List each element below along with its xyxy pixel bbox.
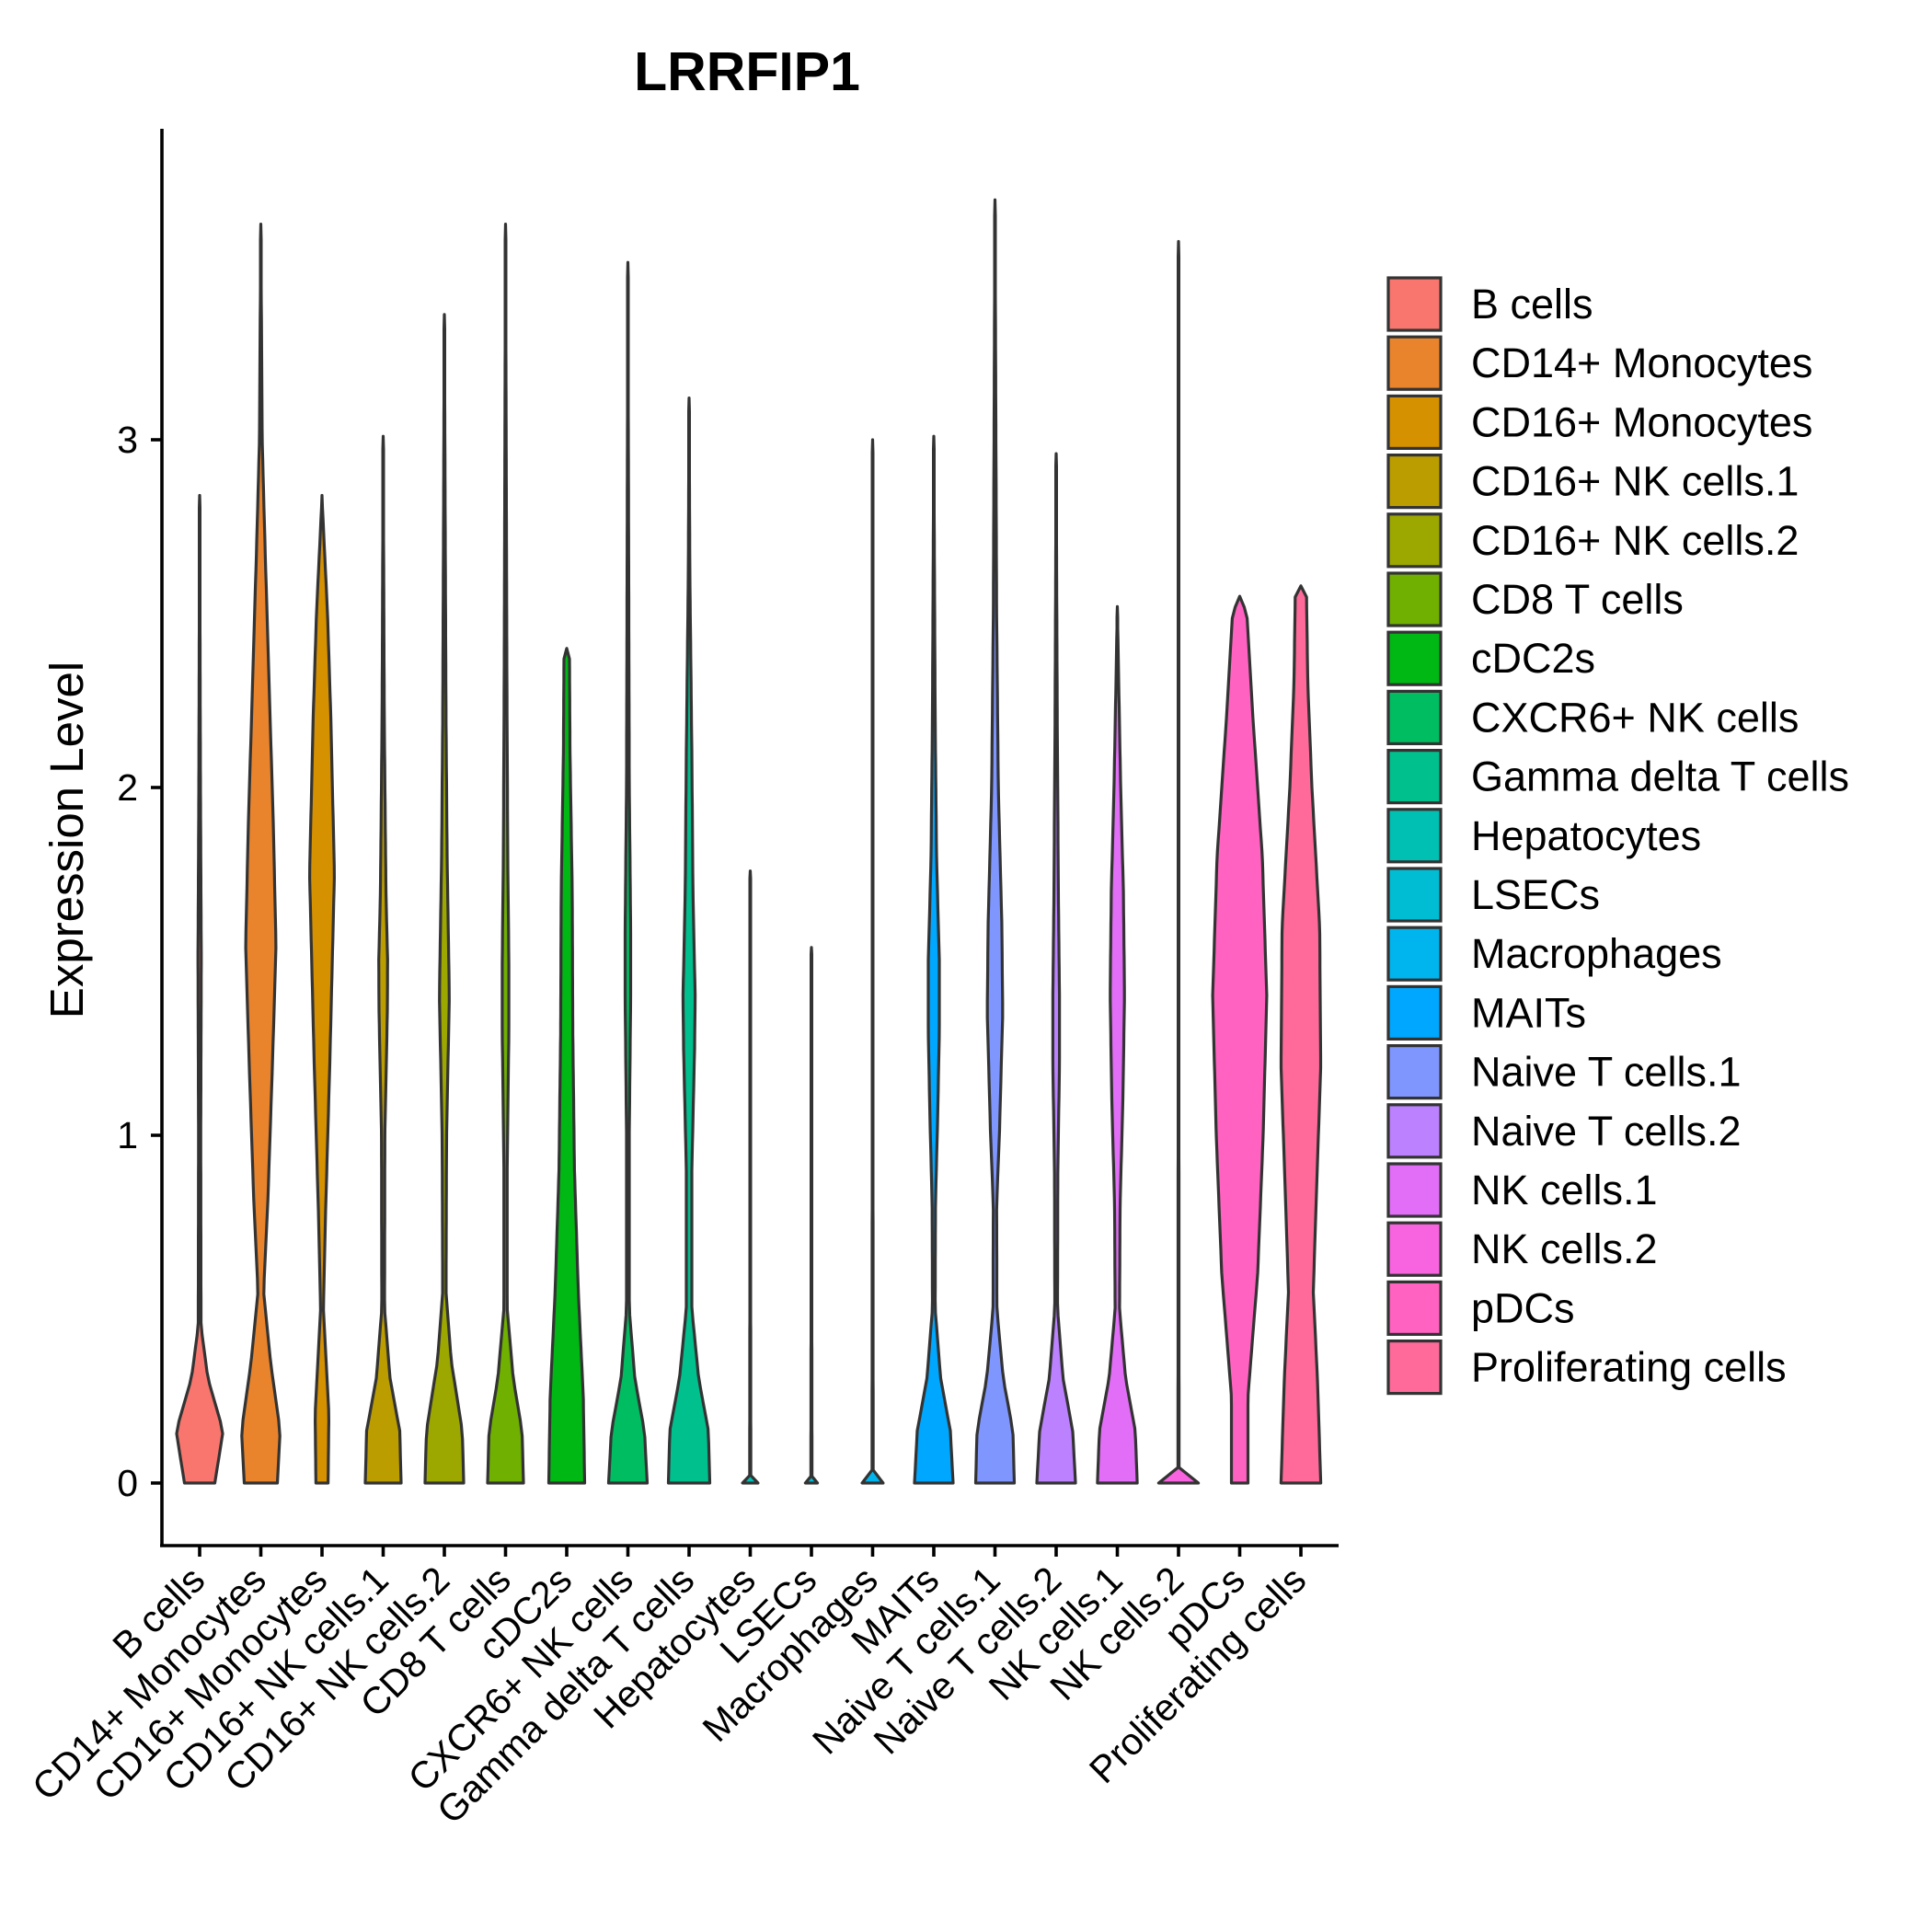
legend-label-18: Proliferating cells [1471, 1344, 1787, 1391]
violin-6 [546, 647, 587, 1485]
legend-label-15: NK cells.1 [1471, 1167, 1658, 1213]
legend-key-5 [1386, 571, 1443, 627]
violin-4 [423, 313, 466, 1485]
violin-18 [1279, 584, 1323, 1485]
violin-17 [1211, 594, 1269, 1485]
y-tick-label-2: 2 [117, 766, 138, 809]
legend-key-16 [1386, 1221, 1443, 1277]
legend-label-5: CD8 T cells [1471, 576, 1684, 623]
y-axis-label: Expression Level [40, 661, 93, 1018]
legend-label-16: NK cells.2 [1471, 1225, 1658, 1272]
legend-label-10: LSECs [1471, 871, 1600, 918]
legend-label-8: Gamma delta T cells [1471, 753, 1849, 800]
violin-0 [175, 493, 224, 1485]
violin-16 [1156, 239, 1201, 1485]
legend-label-17: pDCs [1471, 1284, 1575, 1331]
violin-12 [913, 434, 955, 1485]
violin-5 [486, 223, 525, 1485]
violin-3 [363, 434, 403, 1485]
legend-key-18 [1386, 1339, 1443, 1396]
y-tick-label-1: 1 [117, 1114, 138, 1156]
violin-15 [1096, 604, 1139, 1485]
legend-label-11: Macrophages [1471, 930, 1722, 977]
violin-8 [666, 397, 712, 1485]
violin-13 [973, 198, 1017, 1485]
violin-7 [606, 260, 650, 1485]
legend-key-2 [1386, 394, 1443, 450]
legend-key-14 [1386, 1103, 1443, 1159]
legend-label-13: Naive T cells.1 [1471, 1049, 1741, 1096]
legend-label-3: CD16+ NK cells.1 [1471, 458, 1799, 505]
y-ticks-group: 0 1 2 3 [117, 419, 162, 1504]
legend-key-4 [1386, 512, 1443, 569]
legend-label-1: CD14+ Monocytes [1471, 339, 1812, 386]
legend-key-12 [1386, 984, 1443, 1041]
legend-key-0 [1386, 276, 1443, 332]
legend-key-8 [1386, 748, 1443, 805]
legend-key-1 [1386, 335, 1443, 391]
legend-key-11 [1386, 926, 1443, 982]
legend-label-2: CD16+ Monocytes [1471, 398, 1812, 445]
violins-group [175, 198, 1323, 1485]
legend-key-10 [1386, 867, 1443, 923]
legend-label-4: CD16+ NK cells.2 [1471, 517, 1799, 564]
violin-1 [240, 223, 282, 1485]
legend-label-9: Hepatocytes [1471, 812, 1701, 859]
y-tick-label-3: 3 [117, 419, 138, 461]
legend-label-6: cDC2s [1471, 635, 1595, 682]
legend-key-17 [1386, 1280, 1443, 1337]
legend-label-0: B cells [1471, 281, 1593, 328]
legend: B cells CD14+ Monocytes CD16+ Monocytes CD1… [1386, 276, 1849, 1396]
violin-10 [803, 946, 820, 1485]
violin-2 [308, 493, 336, 1485]
legend-key-9 [1386, 808, 1443, 864]
chart-title: LRRFIP1 [634, 41, 860, 102]
legend-label-7: CXCR6+ NK cells [1471, 694, 1799, 741]
legend-key-6 [1386, 630, 1443, 686]
violin-9 [741, 869, 760, 1485]
violin-11 [860, 438, 885, 1485]
legend-key-7 [1386, 689, 1443, 746]
y-tick-label-0: 0 [117, 1462, 138, 1504]
legend-key-3 [1386, 454, 1443, 510]
legend-key-13 [1386, 1043, 1443, 1100]
legend-label-14: Naive T cells.2 [1471, 1108, 1741, 1155]
legend-label-12: MAITs [1471, 989, 1586, 1036]
legend-key-15 [1386, 1162, 1443, 1218]
violin-14 [1035, 452, 1077, 1485]
